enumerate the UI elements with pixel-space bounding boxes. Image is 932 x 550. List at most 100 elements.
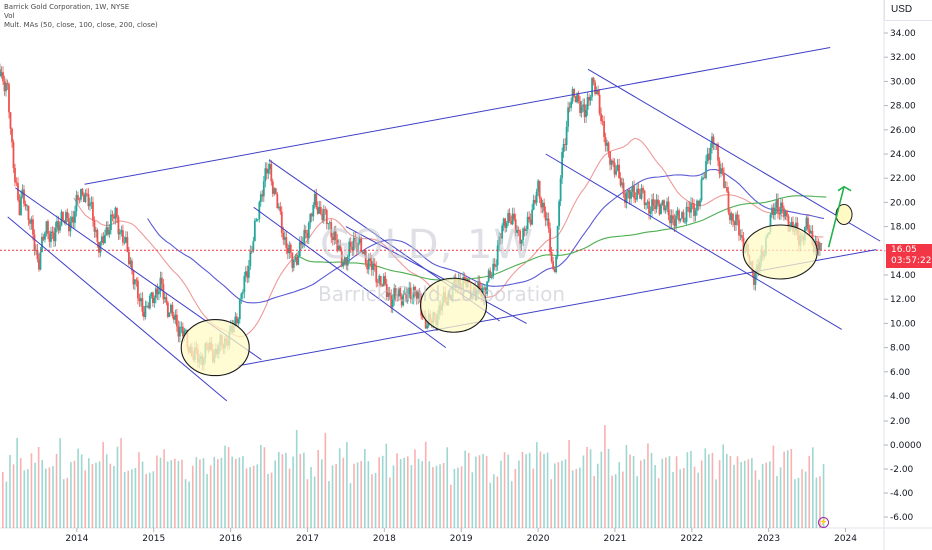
volume-bar xyxy=(475,456,477,528)
volume-bar xyxy=(12,464,15,528)
last-price-tag: 16.05 03:57:22 xyxy=(886,244,932,268)
candle-body xyxy=(53,232,55,242)
volume-bar xyxy=(206,473,208,528)
candle-body xyxy=(540,198,543,208)
candle-body xyxy=(310,213,313,217)
candle-body xyxy=(492,263,495,277)
legend-symbol-title: Barrick Gold Corporation, 1W, NYSE xyxy=(4,3,130,11)
volume-bar xyxy=(80,454,83,528)
candle-body xyxy=(591,77,593,97)
candle-body xyxy=(300,242,303,245)
volume-bar xyxy=(389,477,391,528)
price-tick-label: 28.00 xyxy=(890,102,916,112)
candle-body xyxy=(114,207,117,219)
volume-bar xyxy=(485,456,488,528)
volume-bar xyxy=(754,470,757,528)
volume-bar xyxy=(654,465,656,528)
candle-body xyxy=(318,206,321,214)
candle-body xyxy=(603,121,605,138)
candle-body xyxy=(156,288,159,295)
candle-body xyxy=(258,202,261,220)
candle-body xyxy=(795,222,797,231)
candle-body xyxy=(589,96,592,101)
candle-body xyxy=(113,216,115,219)
candle-body xyxy=(600,113,602,121)
volume-bar xyxy=(553,463,556,528)
candle-body xyxy=(547,218,550,229)
volume-bar xyxy=(349,483,352,528)
volume-tick-label: -2.00 xyxy=(890,465,914,475)
candle-body xyxy=(555,256,558,273)
candle-body xyxy=(574,96,577,103)
volume-bar xyxy=(812,447,814,528)
volume-bar xyxy=(536,442,538,528)
candle-body xyxy=(411,298,414,300)
candle-body xyxy=(279,206,282,212)
candle-body xyxy=(98,241,100,253)
candle-body xyxy=(57,221,60,231)
candle-body xyxy=(810,231,812,234)
candle-body xyxy=(160,277,163,285)
volume-bar xyxy=(335,464,337,528)
candle-body xyxy=(726,187,728,192)
candle-body xyxy=(117,216,120,235)
volume-bar xyxy=(607,448,610,528)
volume-tick-label: 0.0000 xyxy=(890,441,922,451)
volume-bar xyxy=(450,484,452,528)
candle-body xyxy=(495,265,498,267)
volume-bar xyxy=(184,479,187,528)
candle-body xyxy=(586,96,589,110)
volume-bar xyxy=(209,465,212,528)
candle-body xyxy=(646,201,649,204)
volume-bar xyxy=(693,466,696,528)
candle-body xyxy=(598,94,601,114)
candle-body xyxy=(418,291,421,298)
currency-selector[interactable]: USD xyxy=(884,0,932,21)
candle-body xyxy=(426,325,429,329)
time-tick-label: 2018 xyxy=(373,534,396,544)
candle-body xyxy=(403,292,406,295)
candle-body xyxy=(771,207,773,215)
volume-bar xyxy=(521,451,524,528)
volume-bar xyxy=(313,476,316,528)
flash-icon[interactable]: ⚡ xyxy=(818,517,829,528)
volume-bar xyxy=(123,472,126,528)
candle-body xyxy=(325,210,328,225)
candle-body xyxy=(328,222,331,224)
candle-body xyxy=(280,211,283,233)
price-tick-label: 14.00 xyxy=(890,271,916,281)
volume-bar xyxy=(62,479,65,528)
candle-body xyxy=(154,288,157,298)
volume-bar xyxy=(360,461,363,528)
candle-body xyxy=(313,193,316,205)
candle-body xyxy=(175,314,178,327)
volume-bar xyxy=(252,465,255,528)
candle-body xyxy=(819,243,821,251)
candle-body xyxy=(273,188,276,194)
volume-bar xyxy=(500,460,502,528)
volume-bar xyxy=(647,443,649,528)
candle-body xyxy=(531,209,534,225)
volume-bar xyxy=(679,469,681,528)
candle-body xyxy=(30,219,33,224)
candle-body xyxy=(74,211,76,223)
volume-bar xyxy=(636,476,638,528)
volume-bar xyxy=(561,460,563,528)
candle-body xyxy=(261,194,264,197)
volume-bar xyxy=(586,446,588,528)
candle-body xyxy=(345,257,348,266)
down-channel-b-lower xyxy=(253,206,447,349)
candle-body xyxy=(367,258,370,270)
volume-bar xyxy=(195,457,198,528)
candle-body xyxy=(538,180,541,199)
candle-body xyxy=(493,263,496,267)
ma200-line xyxy=(295,195,827,281)
candle-body xyxy=(682,212,685,222)
candle-body xyxy=(781,202,784,209)
volume-bar xyxy=(733,464,735,528)
candle-body xyxy=(14,167,16,183)
candle-body xyxy=(183,330,186,337)
candle-body xyxy=(558,201,561,226)
highlight-ellipse-2023 xyxy=(742,224,818,280)
